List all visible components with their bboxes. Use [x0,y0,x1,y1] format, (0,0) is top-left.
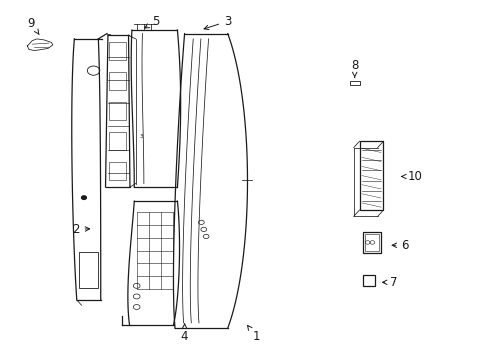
Text: 6: 6 [391,239,408,252]
Bar [109,102,126,120]
Text: 7: 7 [382,276,397,289]
Bar [109,42,126,60]
Text: 1: 1 [247,325,260,343]
Bar [109,132,126,150]
Bar [364,234,378,251]
Text: 5: 5 [144,15,159,28]
Bar [359,141,383,210]
Text: 9: 9 [27,17,39,35]
Bar [109,162,126,180]
Circle shape [81,196,86,199]
Bar [79,252,98,288]
Text: 3: 3 [203,15,231,30]
Text: 2: 2 [72,223,89,236]
Bar [109,72,126,90]
Text: 3: 3 [140,134,143,139]
Bar [349,81,359,85]
Text: 10: 10 [401,170,421,183]
Bar [362,232,380,253]
Text: 4: 4 [181,324,188,343]
Text: 8: 8 [350,59,358,77]
Bar [363,275,375,286]
